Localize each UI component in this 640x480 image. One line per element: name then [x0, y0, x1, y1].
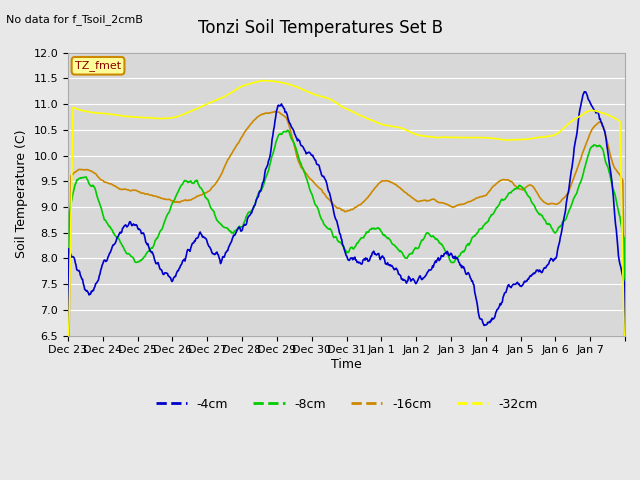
Legend: -4cm, -8cm, -16cm, -32cm: -4cm, -8cm, -16cm, -32cm [150, 393, 543, 416]
Text: Tonzi Soil Temperatures Set B: Tonzi Soil Temperatures Set B [198, 19, 442, 37]
X-axis label: Time: Time [331, 358, 362, 371]
Text: TZ_fmet: TZ_fmet [75, 60, 121, 71]
Text: No data for f_Tsoil_2cmB: No data for f_Tsoil_2cmB [6, 14, 143, 25]
Y-axis label: Soil Temperature (C): Soil Temperature (C) [15, 130, 28, 258]
